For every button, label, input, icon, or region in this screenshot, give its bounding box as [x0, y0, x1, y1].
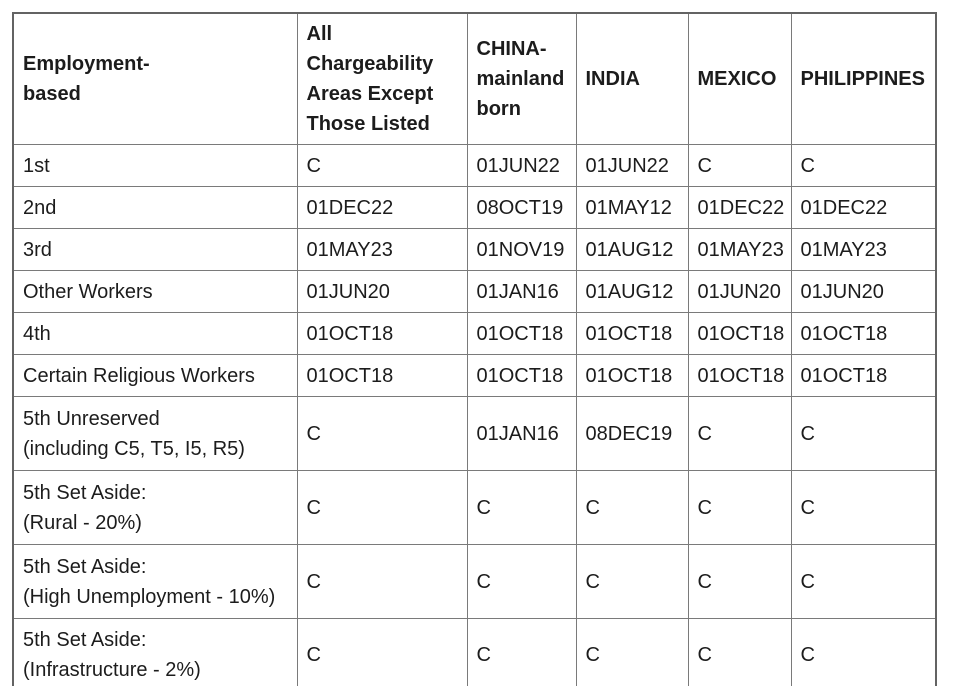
header-row: Employment- based All Chargeability Area… — [12, 12, 937, 145]
cell: 01AUG12 — [575, 228, 689, 271]
cell: 01MAY23 — [296, 228, 468, 271]
cell: C — [466, 470, 577, 545]
cell: C — [296, 544, 468, 619]
cell: C — [575, 470, 689, 545]
cell: C — [687, 396, 792, 471]
cell: 01JUN20 — [296, 270, 468, 313]
cell: 01JUN22 — [575, 144, 689, 187]
cell: 01AUG12 — [575, 270, 689, 313]
column-header-philippines: PHILIPPINES — [790, 12, 937, 145]
row-label: 5th Set Aside: (High Unemployment - 10%) — [12, 544, 298, 619]
cell: C — [466, 544, 577, 619]
cell: 01OCT18 — [296, 312, 468, 355]
cell: 01OCT18 — [790, 354, 937, 397]
cell: C — [790, 544, 937, 619]
cell: C — [790, 144, 937, 187]
cell: 01OCT18 — [575, 312, 689, 355]
employment-based-final-action-dates-table: Employment- based All Chargeability Area… — [12, 12, 937, 686]
table-row-eb5-high-unemployment: 5th Set Aside: (High Unemployment - 10%)… — [12, 544, 937, 619]
cell: 01JAN16 — [466, 270, 577, 313]
row-label: 3rd — [12, 228, 298, 271]
cell: C — [687, 470, 792, 545]
column-header-china: CHINA- mainland born — [466, 12, 577, 145]
column-header-employment-based: Employment- based — [12, 12, 298, 145]
cell: 01OCT18 — [466, 354, 577, 397]
cell: 01OCT18 — [575, 354, 689, 397]
table-row-eb5-infrastructure: 5th Set Aside: (Infrastructure - 2%) C C… — [12, 618, 937, 686]
table-row-eb5-rural: 5th Set Aside: (Rural - 20%) C C C C C — [12, 470, 937, 545]
cell: C — [687, 544, 792, 619]
row-label: 4th — [12, 312, 298, 355]
cell: 01OCT18 — [687, 312, 792, 355]
cell: 01OCT18 — [296, 354, 468, 397]
cell: C — [296, 618, 468, 686]
row-label: 2nd — [12, 186, 298, 229]
cell: C — [296, 144, 468, 187]
cell: 01MAY12 — [575, 186, 689, 229]
row-label: Other Workers — [12, 270, 298, 313]
cell: 01OCT18 — [466, 312, 577, 355]
table-row-other-workers: Other Workers 01JUN20 01JAN16 01AUG12 01… — [12, 270, 937, 313]
cell: 01JUN22 — [466, 144, 577, 187]
cell: 01OCT18 — [790, 312, 937, 355]
cell: 01MAY23 — [790, 228, 937, 271]
cell: 01JUN20 — [687, 270, 792, 313]
cell: 01DEC22 — [687, 186, 792, 229]
cell: C — [790, 618, 937, 686]
row-label: 5th Unreserved (including C5, T5, I5, R5… — [12, 396, 298, 471]
cell: C — [687, 618, 792, 686]
cell: 01DEC22 — [790, 186, 937, 229]
cell: C — [575, 544, 689, 619]
cell: C — [790, 396, 937, 471]
table-row-eb4: 4th 01OCT18 01OCT18 01OCT18 01OCT18 01OC… — [12, 312, 937, 355]
table-row-eb5-unreserved: 5th Unreserved (including C5, T5, I5, R5… — [12, 396, 937, 471]
cell: C — [466, 618, 577, 686]
cell: 08OCT19 — [466, 186, 577, 229]
cell: 01OCT18 — [687, 354, 792, 397]
cell: C — [790, 470, 937, 545]
cell: 08DEC19 — [575, 396, 689, 471]
cell: 01NOV19 — [466, 228, 577, 271]
table-row-eb1: 1st C 01JUN22 01JUN22 C C — [12, 144, 937, 187]
cell: 01DEC22 — [296, 186, 468, 229]
column-header-all-chargeability: All Chargeability Areas Except Those Lis… — [296, 12, 468, 145]
row-label: 5th Set Aside: (Infrastructure - 2%) — [12, 618, 298, 686]
row-label: Certain Religious Workers — [12, 354, 298, 397]
cell: C — [296, 470, 468, 545]
cell: 01JAN16 — [466, 396, 577, 471]
table-row-eb2: 2nd 01DEC22 08OCT19 01MAY12 01DEC22 01DE… — [12, 186, 937, 229]
cell: C — [687, 144, 792, 187]
row-label: 5th Set Aside: (Rural - 20%) — [12, 470, 298, 545]
cell: 01JUN20 — [790, 270, 937, 313]
column-header-india: INDIA — [575, 12, 689, 145]
column-header-mexico: MEXICO — [687, 12, 792, 145]
cell: C — [296, 396, 468, 471]
table-row-certain-religious-workers: Certain Religious Workers 01OCT18 01OCT1… — [12, 354, 937, 397]
cell: 01MAY23 — [687, 228, 792, 271]
table-row-eb3: 3rd 01MAY23 01NOV19 01AUG12 01MAY23 01MA… — [12, 228, 937, 271]
cell: C — [575, 618, 689, 686]
row-label: 1st — [12, 144, 298, 187]
